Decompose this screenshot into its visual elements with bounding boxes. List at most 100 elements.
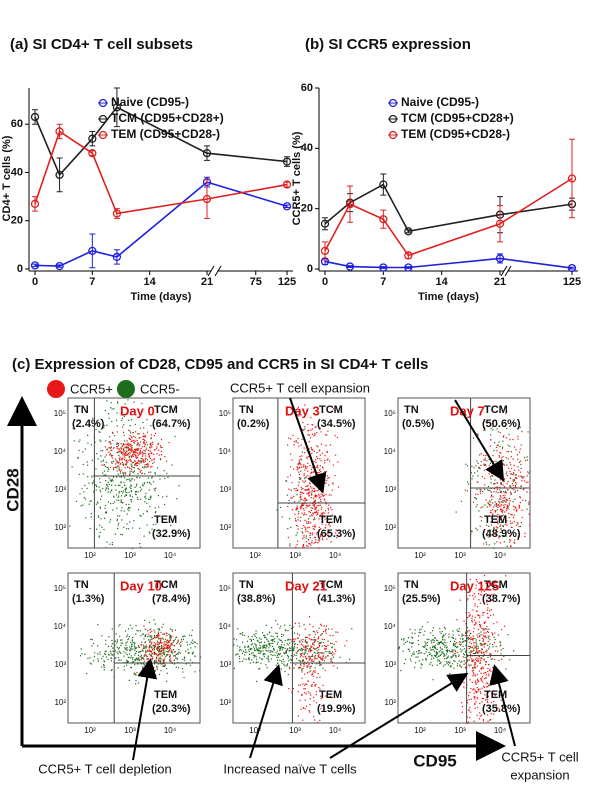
event-dot — [431, 664, 433, 667]
event-dot — [470, 472, 472, 474]
event-dot — [466, 716, 468, 718]
legend-label: TEM (CD95+CD28-) — [111, 127, 220, 141]
event-dot — [103, 474, 105, 476]
event-dot — [107, 486, 109, 488]
event-dot — [308, 478, 311, 480]
gate-name: TCM — [484, 579, 508, 591]
event-dot — [471, 647, 473, 649]
event-dot — [467, 598, 469, 600]
error-bar — [322, 217, 328, 231]
event-dot — [318, 469, 320, 471]
event-dot — [462, 656, 464, 658]
event-dot — [162, 633, 164, 635]
event-dot — [171, 635, 173, 637]
event-dot — [500, 498, 502, 500]
data-point — [55, 261, 64, 271]
event-dot — [442, 634, 445, 636]
event-dot — [149, 460, 151, 463]
event-dot — [495, 526, 497, 528]
event-dot — [304, 428, 306, 430]
event-dot — [510, 534, 512, 536]
legend-label: Naive (CD95-) — [401, 95, 479, 109]
event-dot — [509, 535, 511, 537]
event-dot — [125, 494, 128, 496]
event-dot — [298, 459, 300, 461]
event-dot — [163, 647, 166, 649]
event-dot — [318, 637, 320, 639]
event-dot — [250, 647, 252, 650]
event-dot — [308, 495, 310, 497]
event-dot — [318, 493, 320, 495]
event-dot — [183, 657, 186, 659]
event-dot — [149, 532, 151, 534]
event-dot — [274, 638, 276, 640]
series-line — [324, 183, 573, 233]
event-dot — [290, 497, 292, 499]
event-dot — [139, 441, 141, 443]
event-dot — [307, 485, 309, 487]
event-dot — [288, 499, 290, 502]
event-dot — [298, 659, 300, 662]
event-dot — [475, 587, 477, 589]
event-dot — [129, 624, 131, 626]
event-dot — [407, 648, 409, 650]
event-dot — [285, 480, 288, 482]
event-dot — [492, 509, 494, 511]
event-dot — [312, 532, 314, 534]
event-dot — [304, 498, 307, 500]
event-dot — [482, 667, 484, 669]
event-dot — [305, 705, 307, 707]
data-point — [379, 215, 388, 224]
y-tick-label: 10⁴ — [384, 447, 397, 456]
event-dot — [318, 627, 320, 629]
event-dot — [468, 483, 470, 485]
event-dot — [302, 646, 305, 648]
event-dot — [273, 649, 275, 651]
event-dot — [92, 482, 94, 484]
event-dot — [433, 654, 436, 657]
error-bar — [569, 138, 575, 219]
event-dot — [287, 638, 289, 640]
event-dot — [477, 698, 479, 700]
event-dot — [111, 479, 113, 482]
event-dot — [165, 460, 168, 462]
event-dot — [455, 645, 457, 648]
event-dot — [130, 499, 132, 501]
event-dot — [129, 507, 131, 509]
event-dot — [239, 633, 241, 635]
event-dot — [170, 643, 172, 645]
event-dot — [137, 442, 139, 444]
event-dot — [109, 441, 111, 443]
event-dot — [143, 535, 145, 537]
event-dot — [105, 489, 107, 491]
plot-frame — [67, 572, 201, 724]
event-dot — [482, 629, 484, 631]
event-dot — [146, 444, 148, 446]
event-dot — [268, 647, 270, 649]
event-dot — [470, 651, 472, 653]
event-dot — [479, 625, 481, 627]
event-dot — [183, 656, 186, 658]
event-dot — [156, 636, 158, 638]
event-dot — [136, 465, 138, 467]
event-dot — [135, 448, 137, 450]
event-dot — [130, 456, 133, 458]
event-dot — [512, 438, 514, 441]
event-dot — [279, 627, 281, 629]
event-dot — [328, 494, 330, 496]
event-dot — [123, 458, 126, 461]
event-dot — [142, 421, 144, 424]
event-dot — [315, 533, 318, 535]
event-dot — [166, 645, 168, 647]
event-dot — [105, 639, 107, 641]
event-dot — [305, 636, 308, 638]
event-dot — [118, 522, 120, 524]
event-dot — [310, 522, 312, 524]
event-dot — [474, 689, 476, 691]
event-dot — [316, 432, 318, 434]
event-dot — [161, 655, 163, 657]
event-dot — [152, 644, 154, 646]
event-dot — [130, 649, 132, 651]
event-dot — [490, 713, 492, 715]
event-dot — [297, 715, 299, 717]
